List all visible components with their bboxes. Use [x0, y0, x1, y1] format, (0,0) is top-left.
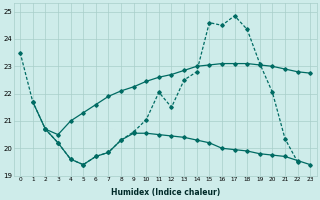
X-axis label: Humidex (Indice chaleur): Humidex (Indice chaleur) — [111, 188, 220, 197]
